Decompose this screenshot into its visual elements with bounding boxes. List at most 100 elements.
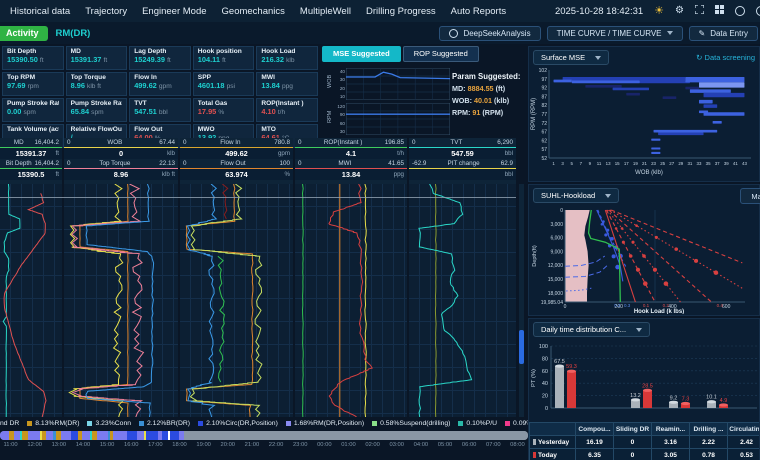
timeline-segment xyxy=(136,431,144,440)
hookload-panel: SUHL-Hookload Man 0 3,000 6,000 9,000 12,000… xyxy=(528,184,760,316)
param-value: 17.95 % xyxy=(197,107,225,116)
svg-text:9: 9 xyxy=(589,161,592,166)
nav-menu: Historical data Trajectory Engineer Mode Ge… xyxy=(10,6,521,17)
daily-distribution-select[interactable]: Daily time distribution C... xyxy=(533,322,651,337)
timeline-segment xyxy=(60,431,71,440)
nav-item[interactable]: Drilling Progress xyxy=(365,5,436,17)
param-label: MD xyxy=(70,48,81,55)
svg-text:92: 92 xyxy=(541,86,547,92)
param-label: MTO xyxy=(261,126,276,133)
param-value: 4.10 t/h xyxy=(261,107,286,116)
timeline-segment xyxy=(28,431,41,440)
param-label: Hook position xyxy=(197,48,242,55)
record-icon[interactable] xyxy=(735,6,745,16)
more-icon[interactable] xyxy=(756,6,760,16)
tab-rop-suggested[interactable]: ROP Suggested xyxy=(402,46,479,62)
timeline-segment xyxy=(178,431,185,440)
suggestion-panel: MSE Suggested ROP Suggested WOB 40 30 20 10 RP… xyxy=(322,46,528,138)
data-screening-link[interactable]: ↻ Data screening xyxy=(696,53,755,62)
param-value: 499.62 gpm xyxy=(134,81,172,90)
svg-text:27: 27 xyxy=(669,161,674,166)
chevron-down-icon xyxy=(636,327,643,332)
mini-chart-wob: WOB 40 30 20 10 xyxy=(326,68,450,100)
clock: 2025-10-28 18:42:31 xyxy=(554,5,644,17)
curve-type-select[interactable]: TIME CURVE / TIME CURVE xyxy=(546,25,683,41)
svg-text:41: 41 xyxy=(733,161,738,166)
param-value: 216.32 klb xyxy=(261,55,295,64)
fullscreen-icon[interactable] xyxy=(694,4,705,17)
track-plot xyxy=(180,184,293,417)
nav-item[interactable]: Engineer Mode xyxy=(142,5,207,17)
svg-text:13: 13 xyxy=(606,161,611,166)
svg-text:7: 7 xyxy=(580,161,583,166)
timeline-segment xyxy=(157,431,163,440)
tab-mse-suggested[interactable]: MSE Suggested xyxy=(322,46,401,62)
daily-col-header: Circulating xyxy=(727,422,759,436)
svg-text:80: 80 xyxy=(542,356,548,362)
track-plot xyxy=(295,184,407,417)
param-card: Hook Load 216.32 klb xyxy=(256,46,318,70)
svg-text:5: 5 xyxy=(571,161,574,166)
mini-chart-ylabel: WOB xyxy=(327,74,333,88)
track-scale-row: 0 TVT 6,290 xyxy=(409,138,516,148)
svg-text:12,000: 12,000 xyxy=(548,263,564,269)
param-card: TVT 547.51 bbl xyxy=(129,98,191,122)
daily-col-header: Reamin... xyxy=(651,422,690,436)
svg-text:67.5: 67.5 xyxy=(554,359,565,365)
svg-text:9,000: 9,000 xyxy=(550,249,563,255)
deepseek-analysis-button[interactable]: DeepSeekAnalysis xyxy=(439,25,541,41)
track-header: 0 WOB 67.44 0 klb 0 Top Torque 22.13 8.96 klb ft xyxy=(64,138,178,184)
param-card: Top Torque 8.96 klb ft xyxy=(65,72,128,96)
timeline-tick: 22:00 xyxy=(268,442,284,448)
legend-item: 2.12% BR(DR) xyxy=(139,420,190,427)
legend-item: 1.68% RM(DR,Position) xyxy=(285,420,364,427)
scrollbar-thumb[interactable] xyxy=(519,330,524,364)
nav-item[interactable]: Geomechanics xyxy=(221,5,285,17)
legend-item: 0.58% Suspend(drilling) xyxy=(372,420,450,427)
param-label: MWO xyxy=(197,126,215,133)
mini-chart-ticks: 40 30 20 10 xyxy=(339,69,345,99)
timeline-tick: 05:00 xyxy=(437,442,453,448)
track-headers: MD 16,404.2 15391.37 ft Bit Depth 16,404.2 153… xyxy=(0,138,528,184)
param-card: Total Gas 17.95 % xyxy=(192,98,255,122)
track-plot xyxy=(64,184,178,417)
param-label: Pump Stroke Rate#2 xyxy=(7,100,59,107)
parameter-grid: Bit Depth 15390.50 ft MD 15391.37 ft Lag Dep… xyxy=(2,46,318,148)
daily-distribution-panel: Daily time distribution C... 0 20 40 60 80 10… xyxy=(528,318,760,460)
track-plot xyxy=(0,184,62,417)
daily-bar-chart: 0 20 40 60 80 100 PT (%) 67.5 59.3 13.2 28.5 9.2 7.3… xyxy=(529,338,757,422)
top-nav-right: 2025-10-28 18:42:31 ☀ ⚙ xyxy=(554,4,760,17)
surface-mse-select[interactable]: Surface MSE xyxy=(533,50,610,65)
timeline-tick: 15:00 xyxy=(99,442,115,448)
track-scrollbar[interactable] xyxy=(519,184,524,417)
chevron-down-icon xyxy=(666,31,673,35)
manual-button[interactable]: Man xyxy=(740,188,760,204)
svg-text:15,000: 15,000 xyxy=(548,277,564,283)
settings-gear-icon[interactable]: ⚙ xyxy=(675,5,684,16)
theme-sun-icon[interactable]: ☀ xyxy=(654,4,665,17)
svg-text:17: 17 xyxy=(624,161,629,166)
hookload-select[interactable]: SUHL-Hookload xyxy=(533,188,620,203)
timeline-segment xyxy=(162,431,169,440)
track-header: 0 Flow In 780.8 499.62 gpm 0 Flow Out 100 63.974… xyxy=(180,138,293,184)
data-entry-button[interactable]: ✎ Data Entry xyxy=(688,25,758,41)
timeline-segment xyxy=(20,431,23,440)
svg-text:62: 62 xyxy=(541,138,547,144)
param-label: Bit Depth xyxy=(7,48,37,55)
nav-item[interactable]: Auto Reports xyxy=(450,5,507,17)
suggestion-tabs: MSE Suggested ROP Suggested xyxy=(322,46,528,62)
timeline-segment xyxy=(78,431,82,440)
nav-item[interactable]: Historical data xyxy=(10,5,71,17)
svg-text:6,000: 6,000 xyxy=(550,236,563,242)
timeline-segment xyxy=(45,431,54,440)
timeline-tick: 13:00 xyxy=(51,442,67,448)
param-card: Pump Stroke Rate#365.84 spm xyxy=(65,98,128,122)
svg-text:0: 0 xyxy=(564,304,567,310)
timeline-strip[interactable] xyxy=(0,431,528,440)
grid-apps-icon[interactable] xyxy=(715,5,724,17)
nav-item[interactable]: Trajectory xyxy=(85,5,128,17)
track-scale-row: 0 ROP(Instant ) 196.85 xyxy=(295,138,407,148)
nav-item[interactable]: MultipleWell xyxy=(299,5,351,17)
legend-item: 0.10% P/U xyxy=(458,420,497,427)
